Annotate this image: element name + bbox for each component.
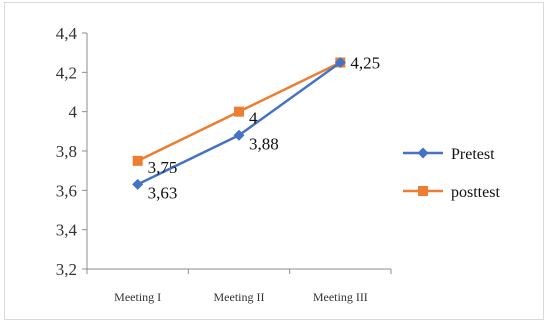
series-layer	[132, 57, 346, 190]
y-tick-label: 3,4	[56, 221, 78, 240]
series-pretest	[132, 57, 346, 190]
legend-label-posttest: posttest	[451, 184, 500, 201]
y-tick-label: 3,8	[56, 142, 77, 161]
data-point-posttest	[132, 155, 143, 166]
data-labels-layer: 3,63 3,88 4,25 3,75 4	[148, 54, 380, 203]
legend-item-posttest: posttest	[403, 184, 500, 201]
legend: Pretest posttest	[403, 146, 500, 201]
line-chart: 3,2 3,4 3,6 3,8 4 4,2 4,4 Meeting I Meeting II Me…	[56, 24, 501, 304]
data-label-pretest: 3,88	[249, 134, 279, 153]
data-label-posttest: 3,75	[148, 158, 178, 177]
y-tick-label: 3,2	[56, 260, 77, 279]
x-tick-label: Meeting III	[313, 290, 368, 304]
y-tick-label: 4,4	[56, 24, 78, 43]
data-point-pretest	[132, 178, 144, 190]
data-point-pretest	[334, 57, 346, 68]
data-label-pretest: 4,25	[350, 54, 380, 73]
data-label-pretest: 3,63	[148, 183, 178, 202]
y-tick-label: 4	[69, 103, 78, 122]
chart-frame: 3,2 3,4 3,6 3,8 4 4,2 4,4 Meeting I Meeting II Me…	[4, 2, 544, 320]
data-point-posttest	[234, 106, 244, 117]
series-posttest	[132, 57, 346, 166]
legend-marker-posttest	[418, 186, 428, 196]
data-point-pretest	[233, 129, 245, 141]
data-label-posttest: 4	[249, 109, 258, 128]
legend-marker-pretest	[417, 147, 429, 159]
legend-item-pretest: Pretest	[403, 146, 495, 163]
x-tick-label: Meeting II	[214, 290, 265, 304]
y-tick-label: 4,2	[56, 63, 77, 82]
axes-layer: 3,2 3,4 3,6 3,8 4 4,2 4,4 Meeting I Meeting II Me…	[56, 24, 392, 304]
legend-label-pretest: Pretest	[451, 146, 495, 163]
x-tick-label: Meeting I	[114, 290, 161, 304]
y-tick-label: 3,6	[56, 181, 77, 200]
